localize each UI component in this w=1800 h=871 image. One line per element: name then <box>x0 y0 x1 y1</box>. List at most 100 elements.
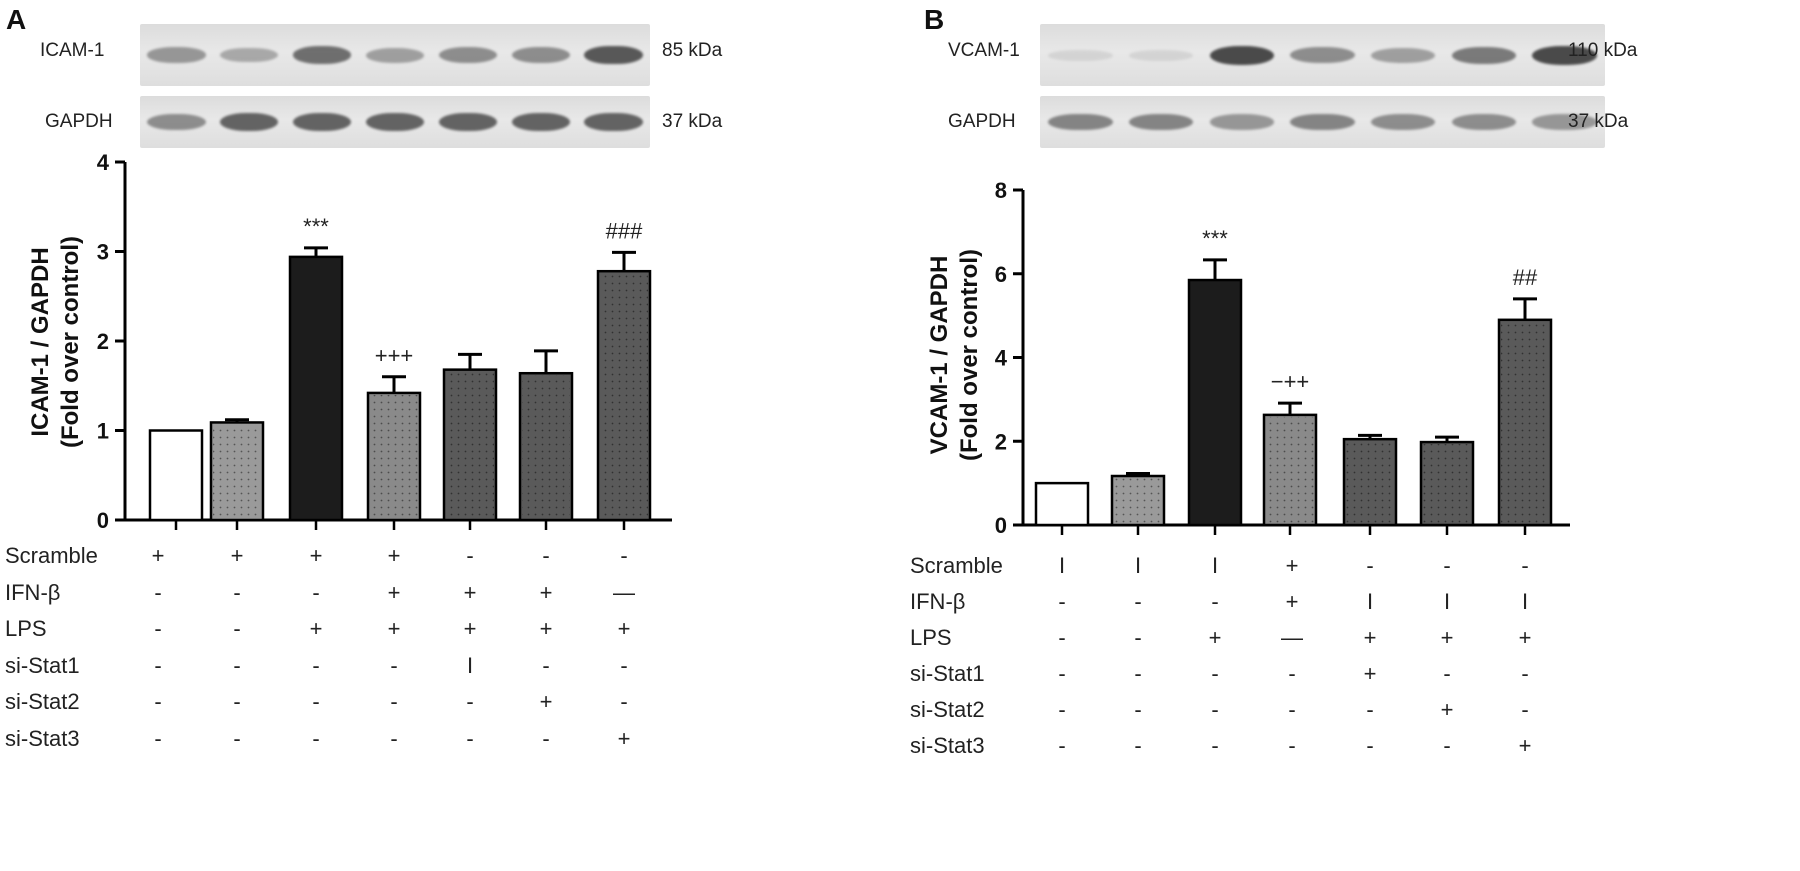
condition-symbol: + <box>1440 697 1454 722</box>
condition-symbol: - <box>620 652 628 678</box>
condition-symbol: + <box>539 689 553 714</box>
blot-strip <box>140 96 650 148</box>
blot-band <box>1370 47 1436 63</box>
blot-strip <box>1040 24 1605 86</box>
blot-band <box>1290 113 1355 131</box>
condition-label: IFN-β <box>5 579 61 605</box>
condition-symbol: - <box>542 543 550 568</box>
significance-label: ## <box>1513 265 1538 290</box>
blot-band <box>1532 114 1597 130</box>
y-tick-label: 0 <box>97 508 109 533</box>
y-tick-label: 2 <box>97 329 109 354</box>
condition-symbol: I <box>1366 589 1374 614</box>
bar-texture <box>1114 478 1162 523</box>
condition-symbol: - <box>1211 697 1219 722</box>
blot-band <box>438 47 497 63</box>
condition-symbol: - <box>1058 661 1066 686</box>
condition-symbol: - <box>233 579 241 605</box>
bar <box>1187 278 1243 527</box>
y-axis-label-line: VCAM-1 / GAPDH <box>926 256 953 455</box>
panel-b: B VCAM-1 110 kDa GAPDH 37 kDa 0 2 4 6 8 VCAM-1 / … <box>900 0 1800 871</box>
condition-symbol: - <box>233 616 241 641</box>
condition-symbol: + <box>309 543 323 568</box>
bar-texture <box>1423 444 1471 523</box>
condition-symbol: I <box>1521 589 1529 614</box>
blot-band <box>1048 49 1113 61</box>
blot-band <box>1209 114 1275 130</box>
condition-symbol: + <box>1363 625 1377 650</box>
blot-protein-label: GAPDH <box>948 111 1016 132</box>
condition-symbol: - <box>1058 625 1066 650</box>
condition-symbol: - <box>1366 697 1374 722</box>
condition-symbol: + <box>387 579 401 605</box>
condition-symbol: — <box>1281 625 1303 650</box>
condition-symbol: - <box>1134 625 1142 650</box>
blot-band <box>511 113 570 131</box>
bar-chart: 0 1 2 3 4 ICAM-1 / GAPDH (Fold over control) **… <box>27 150 672 533</box>
condition-label: si-Stat3 <box>910 733 985 758</box>
y-tick-label: 4 <box>995 346 1008 371</box>
condition-symbol: + <box>1518 625 1532 650</box>
bar-texture <box>600 273 648 518</box>
blot-kda-label: 110 kDa <box>1568 40 1638 61</box>
condition-symbol: - <box>1134 589 1142 614</box>
bar <box>288 255 344 522</box>
y-axis-label-line: ICAM-1 / GAPDH <box>27 247 54 436</box>
blot-band <box>365 113 425 131</box>
condition-symbol: - <box>1211 589 1219 614</box>
bar-texture <box>1266 416 1314 523</box>
panel-a: A ICAM-1 85 kDa GAPDH 37 kDa 0 1 2 3 4 ICAM-1 / G… <box>5 4 723 751</box>
condition-label: Scramble <box>5 543 98 568</box>
condition-symbol: + <box>230 543 244 568</box>
blot-kda-label: 37 kDa <box>662 111 723 132</box>
condition-symbol: + <box>1440 625 1454 650</box>
bar <box>148 429 204 522</box>
condition-symbol: + <box>1363 661 1377 686</box>
condition-symbol: - <box>154 616 162 641</box>
condition-symbol: - <box>1443 733 1451 758</box>
blot-protein-label: GAPDH <box>45 111 113 132</box>
blot-band <box>438 113 497 131</box>
condition-symbol: - <box>390 652 398 678</box>
blot-band <box>220 47 279 63</box>
condition-symbol: - <box>1366 733 1374 758</box>
condition-symbol: + <box>151 543 165 568</box>
significance-label: +++ <box>375 343 414 368</box>
bar-texture <box>213 424 261 518</box>
condition-symbol: - <box>1058 589 1066 614</box>
condition-symbol: - <box>390 689 398 714</box>
condition-symbol: - <box>312 652 320 678</box>
condition-symbol: - <box>1288 697 1296 722</box>
blot-band <box>1209 45 1275 65</box>
condition-symbol: - <box>1288 661 1296 686</box>
condition-symbol: - <box>1521 697 1529 722</box>
y-tick-label: 3 <box>97 240 109 265</box>
condition-symbol: - <box>1134 733 1142 758</box>
condition-symbol: - <box>1443 661 1451 686</box>
condition-symbol: - <box>542 725 550 751</box>
y-axis-label: ICAM-1 / GAPDH (Fold over control) <box>27 236 84 448</box>
blot-band <box>584 113 643 131</box>
condition-symbol: - <box>466 543 474 568</box>
condition-symbol: I <box>1211 553 1219 578</box>
blot-protein-label: VCAM-1 <box>948 40 1020 61</box>
bar-texture <box>522 375 570 518</box>
blot-protein-label: ICAM-1 <box>40 40 105 61</box>
condition-symbol: - <box>1211 733 1219 758</box>
bar-texture <box>446 371 494 518</box>
condition-label: si-Stat1 <box>910 661 985 686</box>
condition-symbol: - <box>542 652 550 678</box>
blot-band <box>220 113 279 131</box>
blot-band <box>1370 114 1436 130</box>
condition-symbol: I <box>1443 589 1451 614</box>
condition-symbol: + <box>617 616 631 641</box>
condition-symbol: + <box>387 543 401 568</box>
condition-label: si-Stat1 <box>5 652 80 678</box>
blot-band <box>511 47 570 63</box>
significance-label: ### <box>606 218 643 243</box>
condition-symbol: + <box>617 725 631 751</box>
condition-symbol: I <box>466 652 474 678</box>
condition-symbol: - <box>620 543 628 568</box>
blot-strip <box>140 24 650 86</box>
condition-label: si-Stat2 <box>910 697 985 722</box>
